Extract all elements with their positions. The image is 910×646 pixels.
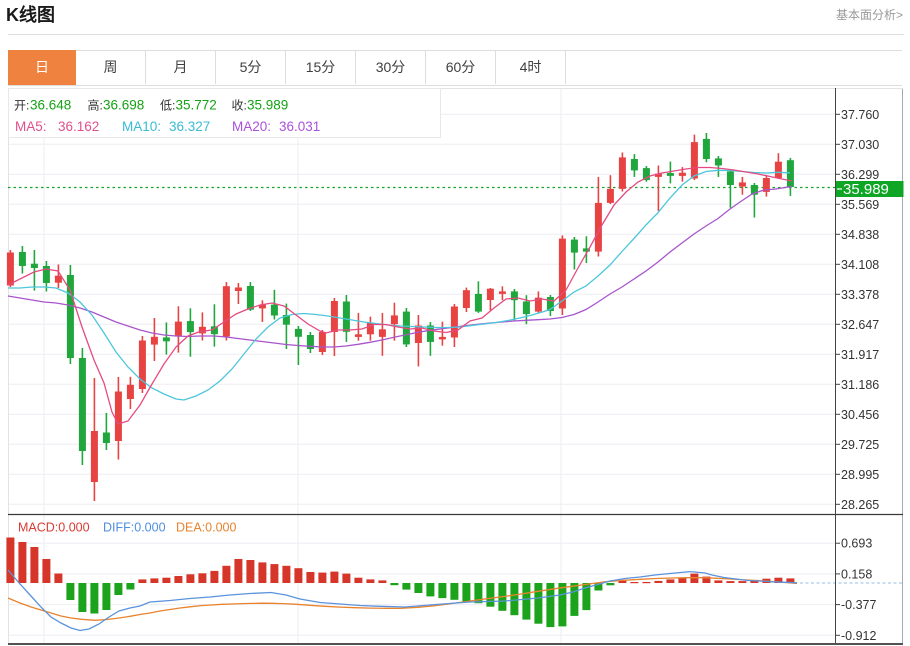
svg-text:28.265: 28.265 bbox=[841, 498, 879, 512]
svg-text:34.838: 34.838 bbox=[841, 228, 879, 242]
svg-text:-0.912: -0.912 bbox=[841, 629, 876, 643]
svg-text:-0.377: -0.377 bbox=[841, 598, 876, 612]
svg-text:DEA:0.000: DEA:0.000 bbox=[176, 521, 237, 535]
svg-text:34.108: 34.108 bbox=[841, 258, 879, 272]
svg-text:33.378: 33.378 bbox=[841, 288, 879, 302]
svg-text:28.995: 28.995 bbox=[841, 468, 879, 482]
svg-text:32.647: 32.647 bbox=[841, 318, 879, 332]
svg-text:30.456: 30.456 bbox=[841, 408, 879, 422]
svg-text:31.186: 31.186 bbox=[841, 378, 879, 392]
svg-text:35.989: 35.989 bbox=[843, 181, 889, 198]
svg-text:29.725: 29.725 bbox=[841, 438, 879, 452]
svg-text:MACD:0.000: MACD:0.000 bbox=[18, 521, 90, 535]
svg-text:0.158: 0.158 bbox=[841, 567, 872, 581]
svg-text:DIFF:0.000: DIFF:0.000 bbox=[103, 521, 166, 535]
svg-text:31.917: 31.917 bbox=[841, 348, 879, 362]
svg-text:36.299: 36.299 bbox=[841, 168, 879, 182]
svg-text:37.760: 37.760 bbox=[841, 108, 879, 122]
svg-text:0.693: 0.693 bbox=[841, 537, 872, 551]
svg-text:35.569: 35.569 bbox=[841, 198, 879, 212]
svg-text:37.030: 37.030 bbox=[841, 138, 879, 152]
